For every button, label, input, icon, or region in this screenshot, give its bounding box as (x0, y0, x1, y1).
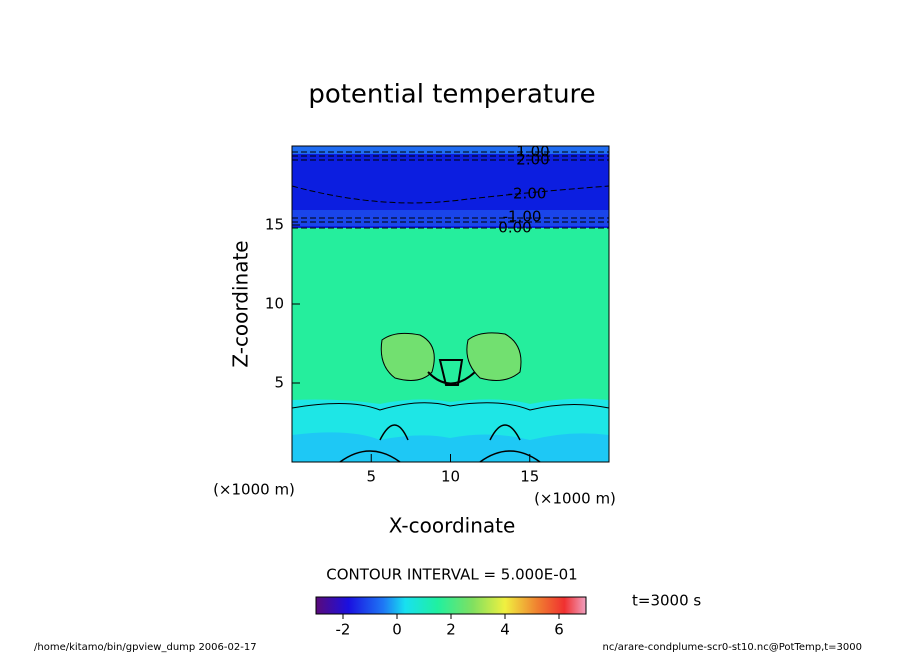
footer-left: /home/kitamo/bin/gpview_dump 2006-02-17 (34, 642, 257, 653)
plume-core (427, 359, 476, 386)
time-label: t=3000 s (632, 592, 701, 610)
y-tick-label: 10 (265, 295, 284, 313)
contour-low (291, 402, 610, 411)
y-unit: (×1000 m) (213, 481, 295, 499)
colorbar-tick-label: 4 (500, 621, 510, 639)
contour-label: 0.00 (498, 219, 531, 237)
footer-right: nc/arare-condplume-scr0-st10.nc@PotTemp,… (603, 642, 862, 653)
x-tick-label: 15 (520, 468, 539, 486)
contour-top-low (292, 217, 609, 229)
y-axis-label: Z-coordinate (229, 240, 253, 367)
colorbar (315, 596, 587, 615)
y-tick-label: 5 (274, 374, 284, 392)
x-tick-label: 10 (441, 468, 460, 486)
bottom-contours (339, 424, 541, 463)
colorbar-tick-label: 6 (554, 621, 564, 639)
colorbar-tick-label: -2 (336, 621, 351, 639)
x-unit: (×1000 m) (534, 490, 616, 508)
y-tick-label: 15 (265, 216, 284, 234)
contour-label: 2.00 (516, 151, 549, 169)
field (291, 145, 610, 463)
x-axis-label: X-coordinate (389, 514, 516, 538)
x-tick-label: 5 (366, 468, 376, 486)
plume-left (380, 332, 435, 381)
contour-label: -2.00 (508, 185, 547, 203)
chart-title: potential temperature (308, 80, 595, 110)
field-top-stripe (292, 146, 609, 154)
plume-right (466, 332, 522, 381)
contour-label: 1.00 (516, 143, 549, 161)
colorbar-tick-label: 2 (446, 621, 456, 639)
contour-interval: CONTOUR INTERVAL = 5.000E-01 (326, 566, 577, 584)
colorbar-tick-label: 0 (392, 621, 402, 639)
contour-label: -1.00 (503, 208, 542, 226)
contour-top-high (292, 151, 609, 161)
